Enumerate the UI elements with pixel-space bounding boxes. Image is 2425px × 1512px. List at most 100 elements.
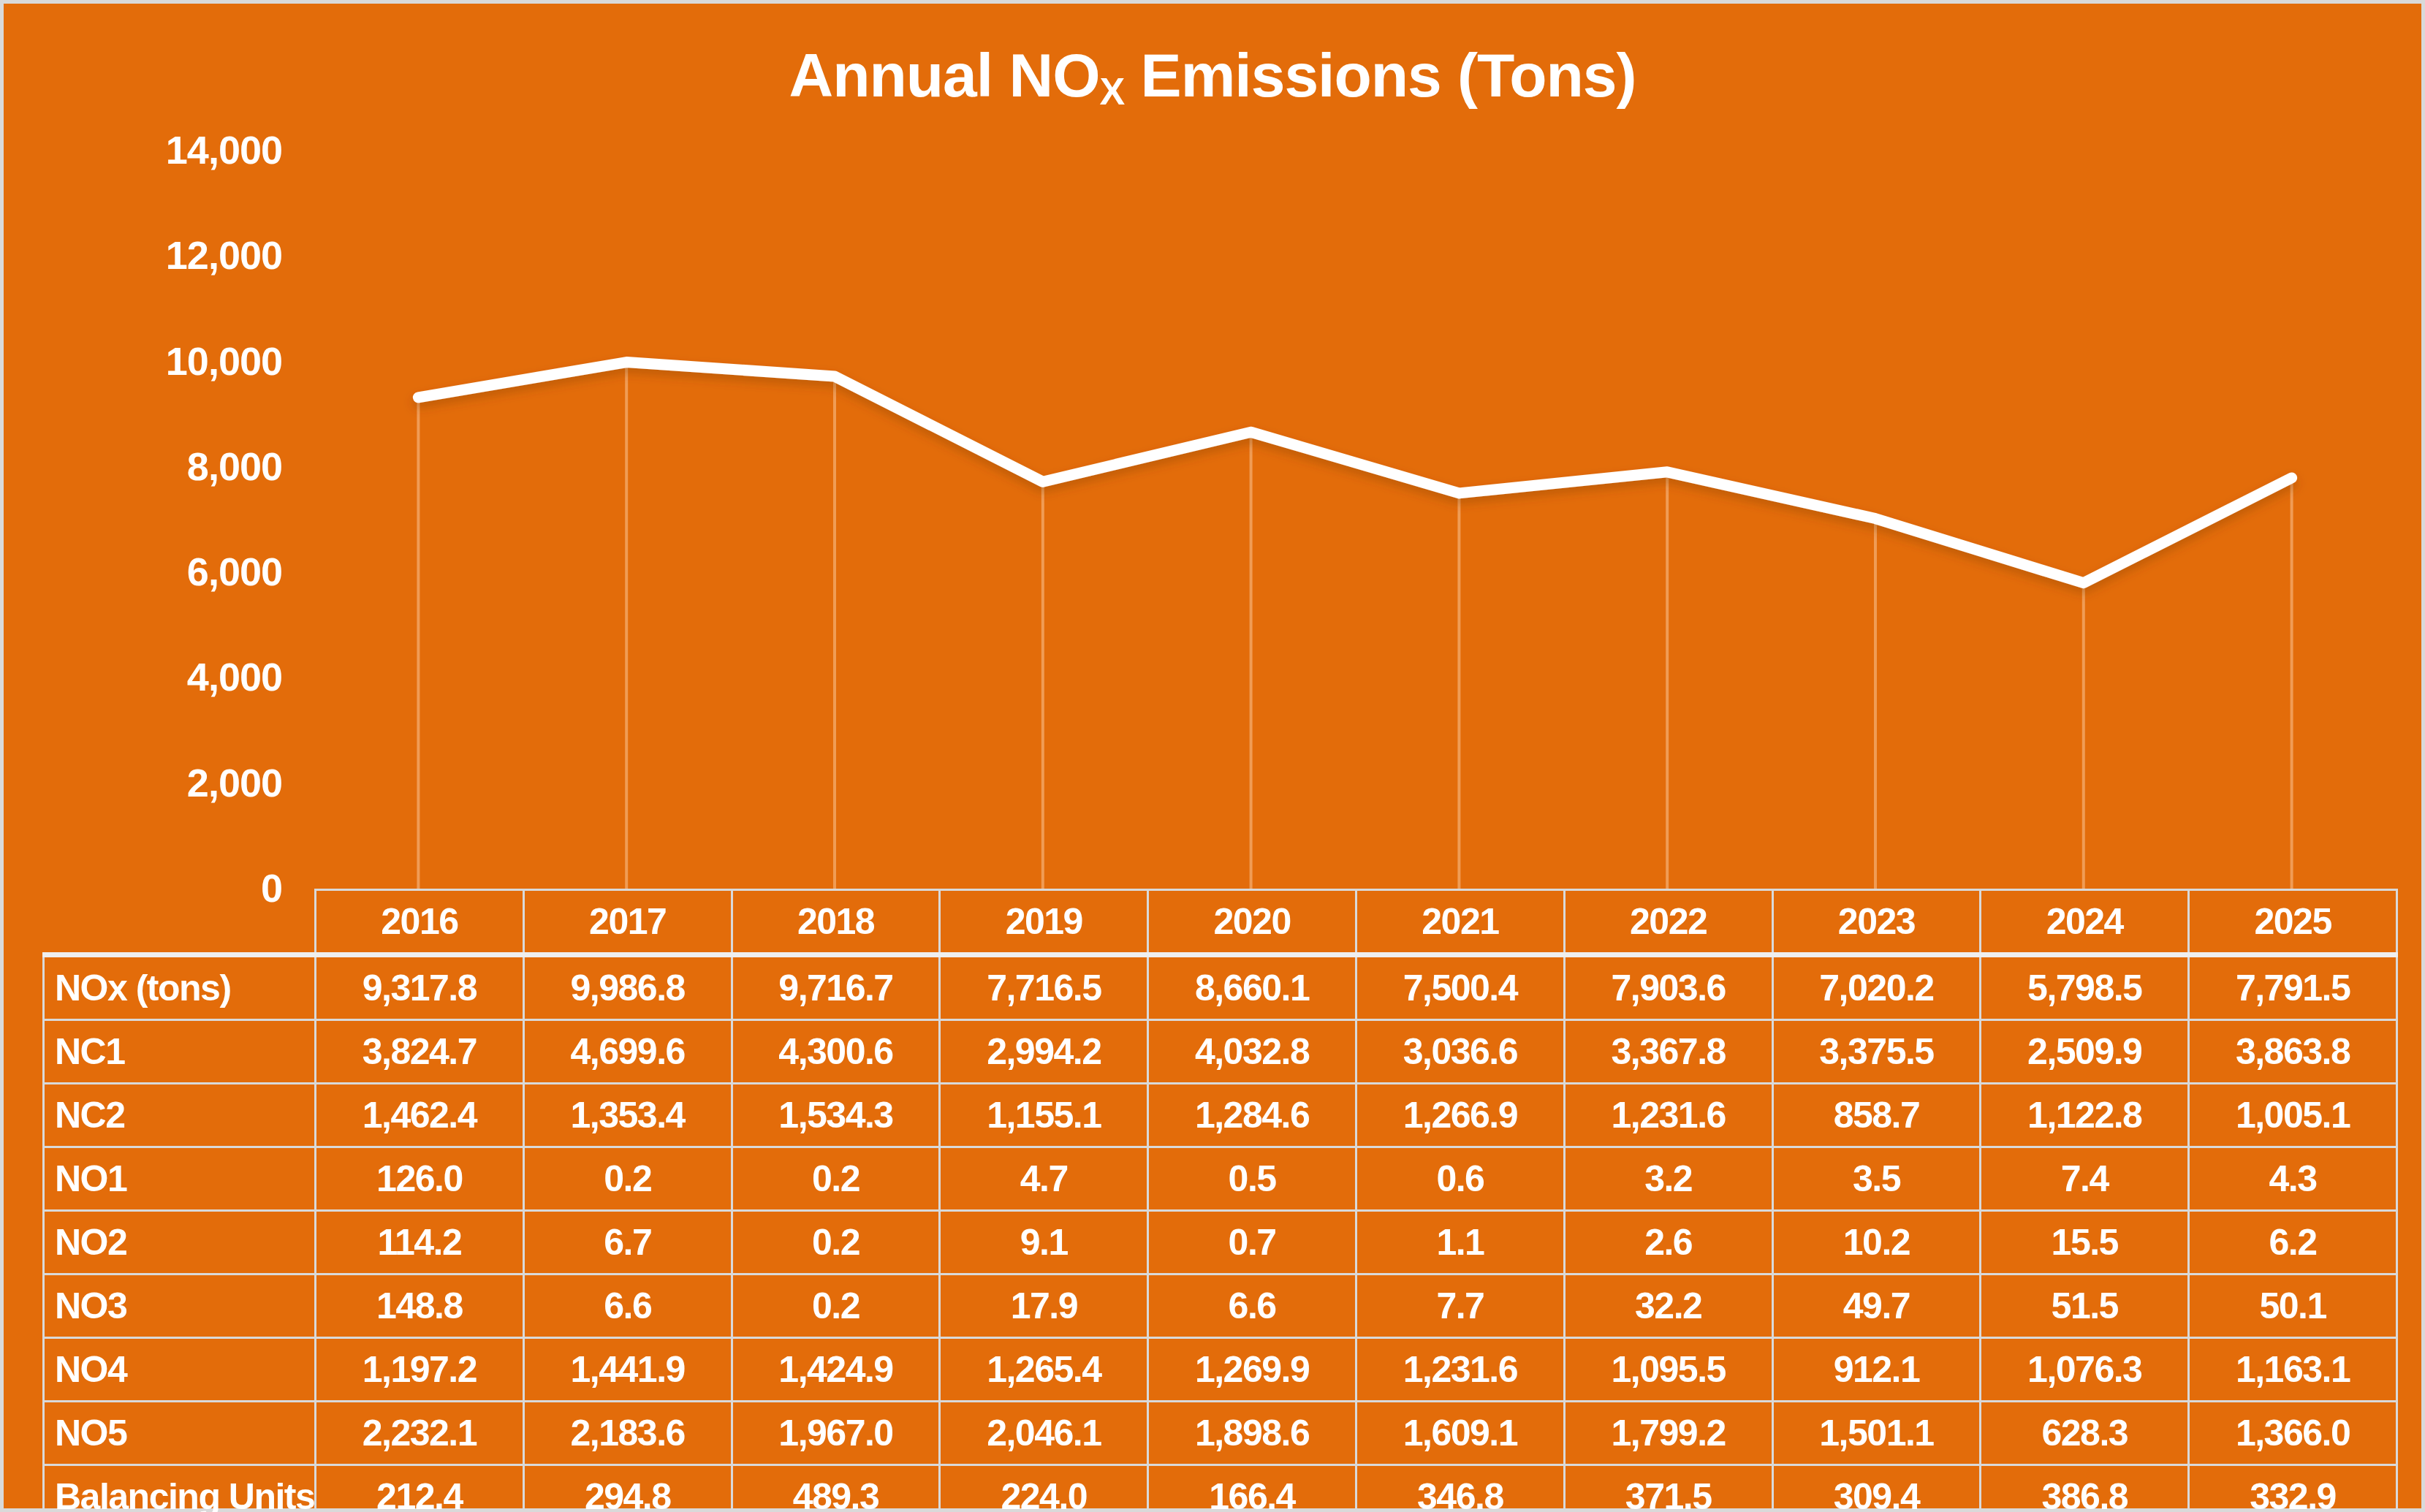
value-cell: 3,367.8 xyxy=(1564,1020,1772,1084)
value-cell: 212.4 xyxy=(316,1465,524,1512)
value-cell: 0.2 xyxy=(732,1147,940,1211)
value-cell: 0.2 xyxy=(732,1274,940,1338)
slide-background: Annual NOX Emissions (Tons) 14,00012,000… xyxy=(0,0,2425,1512)
value-cell: 50.1 xyxy=(2189,1274,2397,1338)
value-cell: 1,269.9 xyxy=(1148,1338,1356,1402)
value-cell: 1,353.4 xyxy=(523,1084,732,1147)
value-cell: 332.9 xyxy=(2189,1465,2397,1512)
value-cell: 3,036.6 xyxy=(1356,1020,1564,1084)
value-cell: 9,317.8 xyxy=(316,955,524,1020)
value-cell: 6.7 xyxy=(523,1211,732,1274)
value-cell: 7,500.4 xyxy=(1356,955,1564,1020)
table-row: NO52,232.12,183.61,967.02,046.11,898.61,… xyxy=(44,1402,2397,1465)
value-cell: 489.3 xyxy=(732,1465,940,1512)
table-row: NO1126.00.20.24.70.50.63.23.57.44.3 xyxy=(44,1147,2397,1211)
value-cell: 1,231.6 xyxy=(1356,1338,1564,1402)
value-cell: 1,095.5 xyxy=(1564,1338,1772,1402)
table-row: NC21,462.41,353.41,534.31,155.11,284.61,… xyxy=(44,1084,2397,1147)
row-label-cell: NO5 xyxy=(44,1402,316,1465)
value-cell: 114.2 xyxy=(316,1211,524,1274)
value-cell: 309.4 xyxy=(1772,1465,1981,1512)
value-cell: 3,824.7 xyxy=(316,1020,524,1084)
value-cell: 6.2 xyxy=(2189,1211,2397,1274)
value-cell: 386.8 xyxy=(1981,1465,2189,1512)
value-cell: 1,366.0 xyxy=(2189,1402,2397,1465)
year-header-cell: 2016 xyxy=(316,890,524,955)
value-cell: 1,266.9 xyxy=(1356,1084,1564,1147)
value-cell: 1,265.4 xyxy=(940,1338,1148,1402)
value-cell: 2,046.1 xyxy=(940,1402,1148,1465)
table-header-row: 2016201720182019202020212022202320242025 xyxy=(44,890,2397,955)
value-cell: 2,509.9 xyxy=(1981,1020,2189,1084)
value-cell: 224.0 xyxy=(940,1465,1148,1512)
value-cell: 1,231.6 xyxy=(1564,1084,1772,1147)
table-row: NO3148.86.60.217.96.67.732.249.751.550.1 xyxy=(44,1274,2397,1338)
year-header-cell: 2023 xyxy=(1772,890,1981,955)
value-cell: 371.5 xyxy=(1564,1465,1772,1512)
year-header-cell: 2021 xyxy=(1356,890,1564,955)
value-cell: 7,020.2 xyxy=(1772,955,1981,1020)
value-cell: 858.7 xyxy=(1772,1084,1981,1147)
value-cell: 3,375.5 xyxy=(1772,1020,1981,1084)
value-cell: 1,501.1 xyxy=(1772,1402,1981,1465)
value-cell: 7.7 xyxy=(1356,1274,1564,1338)
value-cell: 1,898.6 xyxy=(1148,1402,1356,1465)
value-cell: 1,197.2 xyxy=(316,1338,524,1402)
value-cell: 4.7 xyxy=(940,1147,1148,1211)
value-cell: 0.2 xyxy=(732,1211,940,1274)
value-cell: 1,284.6 xyxy=(1148,1084,1356,1147)
value-cell: 294.8 xyxy=(523,1465,732,1512)
year-header-cell: 2017 xyxy=(523,890,732,955)
value-cell: 1,122.8 xyxy=(1981,1084,2189,1147)
value-cell: 15.5 xyxy=(1981,1211,2189,1274)
value-cell: 1,534.3 xyxy=(732,1084,940,1147)
table-row: NOx (tons)9,317.89,986.89,716.77,716.58,… xyxy=(44,955,2397,1020)
year-header-cell: 2019 xyxy=(940,890,1148,955)
value-cell: 1,005.1 xyxy=(2189,1084,2397,1147)
emissions-line xyxy=(418,362,2291,583)
value-cell: 51.5 xyxy=(1981,1274,2189,1338)
blank-corner-cell xyxy=(44,890,316,955)
row-label-cell: NO3 xyxy=(44,1274,316,1338)
value-cell: 3.2 xyxy=(1564,1147,1772,1211)
value-cell: 32.2 xyxy=(1564,1274,1772,1338)
value-cell: 346.8 xyxy=(1356,1465,1564,1512)
value-cell: 0.6 xyxy=(1356,1147,1564,1211)
row-label-cell: NO4 xyxy=(44,1338,316,1402)
value-cell: 1.1 xyxy=(1356,1211,1564,1274)
value-cell: 7,791.5 xyxy=(2189,955,2397,1020)
value-cell: 912.1 xyxy=(1772,1338,1981,1402)
value-cell: 0.5 xyxy=(1148,1147,1356,1211)
row-label-cell: NO1 xyxy=(44,1147,316,1211)
value-cell: 3.5 xyxy=(1772,1147,1981,1211)
value-cell: 9,716.7 xyxy=(732,955,940,1020)
value-cell: 5,798.5 xyxy=(1981,955,2189,1020)
value-cell: 17.9 xyxy=(940,1274,1148,1338)
value-cell: 6.6 xyxy=(1148,1274,1356,1338)
value-cell: 1,441.9 xyxy=(523,1338,732,1402)
value-cell: 1,155.1 xyxy=(940,1084,1148,1147)
value-cell: 1,609.1 xyxy=(1356,1402,1564,1465)
drop-lines xyxy=(418,362,2291,889)
row-label-cell: Balancing Units xyxy=(44,1465,316,1512)
value-cell: 2,183.6 xyxy=(523,1402,732,1465)
emissions-data-table: 2016201720182019202020212022202320242025… xyxy=(42,889,2398,1512)
table-row: NC13,824.74,699.64,300.62,994.24,032.83,… xyxy=(44,1020,2397,1084)
value-cell: 1,076.3 xyxy=(1981,1338,2189,1402)
year-header-cell: 2022 xyxy=(1564,890,1772,955)
value-cell: 1,967.0 xyxy=(732,1402,940,1465)
value-cell: 2.6 xyxy=(1564,1211,1772,1274)
year-header-cell: 2025 xyxy=(2189,890,2397,955)
value-cell: 7,903.6 xyxy=(1564,955,1772,1020)
value-cell: 7,716.5 xyxy=(940,955,1148,1020)
value-cell: 9.1 xyxy=(940,1211,1148,1274)
value-cell: 6.6 xyxy=(523,1274,732,1338)
value-cell: 1,163.1 xyxy=(2189,1338,2397,1402)
table-row: NO41,197.21,441.91,424.91,265.41,269.91,… xyxy=(44,1338,2397,1402)
value-cell: 49.7 xyxy=(1772,1274,1981,1338)
value-cell: 10.2 xyxy=(1772,1211,1981,1274)
value-cell: 3,863.8 xyxy=(2189,1020,2397,1084)
table-row: NO2114.26.70.29.10.71.12.610.215.56.2 xyxy=(44,1211,2397,1274)
value-cell: 1,424.9 xyxy=(732,1338,940,1402)
value-cell: 2,232.1 xyxy=(316,1402,524,1465)
